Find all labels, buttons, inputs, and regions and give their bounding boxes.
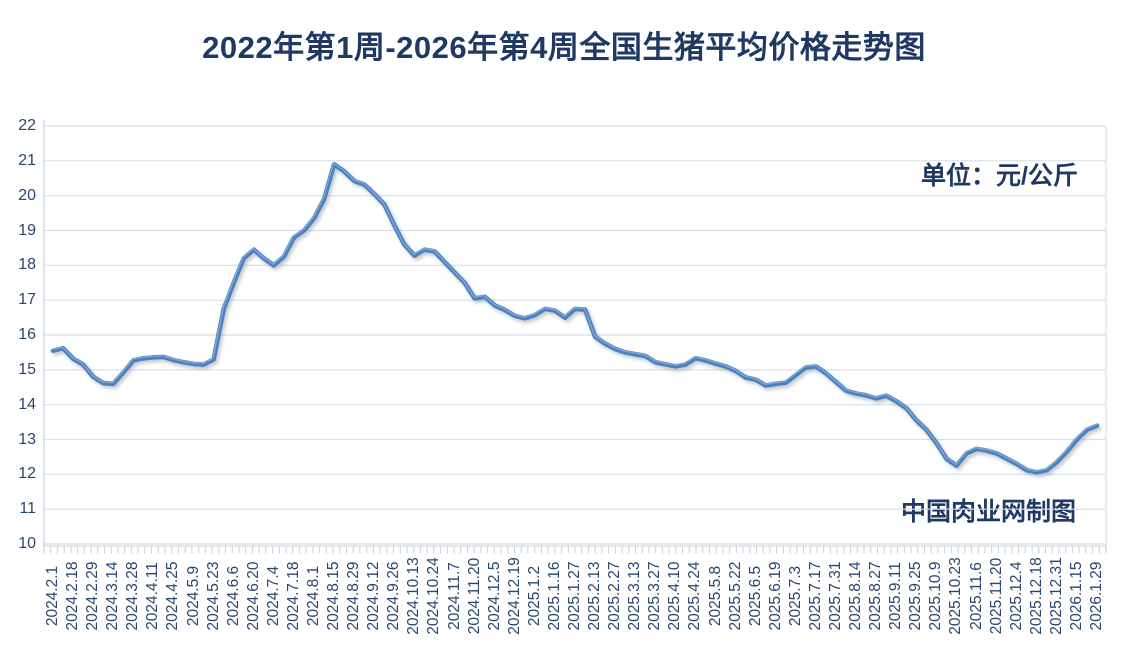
x-axis-label: 2025.1.2: [525, 565, 543, 627]
x-axis-label: 2024.7.18: [284, 561, 302, 631]
credit-label: 中国肉业网制图: [900, 498, 1076, 526]
x-axis-label: 2024.10.13: [405, 557, 423, 635]
x-axis-label: 2024.9.26: [385, 561, 403, 631]
y-axis-label: 22: [18, 117, 36, 134]
x-axis-label: 2024.6.20: [244, 561, 262, 631]
x-axis-label: 2025.10.23: [947, 557, 965, 635]
y-axis-label: 18: [18, 256, 36, 274]
x-axis-label: 2025.1.27: [566, 561, 583, 631]
y-axis-label: 21: [18, 151, 36, 169]
x-axis-label: 2024.3.14: [104, 561, 122, 631]
x-axis-label: 2024.4.11: [144, 562, 162, 630]
x-axis-label: 2024.7.4: [264, 565, 282, 627]
x-axis-label: 2025.3.27: [646, 561, 664, 631]
x-axis-label: 2024.2.29: [84, 561, 102, 631]
x-axis-label: 2024.10.24: [425, 557, 443, 635]
x-axis-label: 2025.12.4: [1007, 561, 1025, 631]
y-axis-label: 20: [18, 186, 36, 204]
x-axis-label: 2025.5.22: [726, 561, 744, 631]
x-axis-label: 2025.9.25: [907, 561, 925, 631]
x-axis-label: 2024.3.28: [124, 561, 142, 631]
x-axis-label: 2025.7.31: [827, 561, 844, 631]
y-axis-label: 19: [18, 221, 36, 239]
x-axis-label: 2025.11.6: [967, 562, 985, 630]
x-axis-label: 2024.11.20: [465, 557, 483, 635]
x-axis-label: 2024.11.7: [445, 562, 463, 630]
x-axis-label: 2024.2.18: [64, 561, 82, 631]
y-axis-label: 13: [18, 430, 36, 448]
x-axis-label: 2025.12.18: [1027, 557, 1045, 635]
x-axis-label: 2025.6.19: [766, 561, 784, 631]
y-axis-label: 11: [19, 500, 36, 518]
x-axis-label: 2024.6.6: [224, 565, 242, 627]
chart-title: 2022年第1周-2026年第4周全国生猪平均价格走势图: [202, 30, 926, 65]
x-axis-label: 2025.9.11: [887, 562, 905, 630]
x-axis-label: 2025.8.14: [847, 561, 865, 631]
y-axis-label: 15: [18, 360, 36, 378]
x-axis-label: 2024.8.1: [305, 565, 322, 627]
x-axis-label: 2024.4.25: [164, 561, 182, 631]
x-axis-label: 2026.1.29: [1088, 561, 1105, 631]
y-axis-label: 14: [18, 395, 36, 413]
x-axis-label: 2024.8.29: [345, 561, 363, 631]
x-axis-label: 2025.7.17: [806, 561, 824, 631]
x-axis-label: 2025.12.31: [1047, 557, 1065, 635]
x-axis-label: 2024.12.19: [505, 557, 523, 635]
x-axis-label: 2025.1.16: [545, 561, 563, 631]
x-axis-label: 2024.12.5: [485, 561, 503, 631]
x-axis-label: 2025.11.20: [987, 557, 1005, 635]
x-axis-label: 2025.3.13: [626, 561, 644, 631]
x-axis-label: 2025.6.5: [746, 565, 764, 627]
x-axis-label: 2025.4.24: [686, 561, 704, 631]
x-axis-label: 2025.5.8: [706, 565, 724, 627]
x-axis-label: 2024.8.15: [325, 561, 343, 631]
x-axis-label: 2026.1.15: [1067, 561, 1085, 631]
x-axis-label: 2025.7.3: [786, 565, 804, 627]
y-axis-label: 16: [18, 326, 36, 343]
x-axis-label: 2025.4.10: [666, 561, 684, 631]
y-axis-label: 17: [18, 291, 36, 309]
y-axis-label: 12: [18, 465, 36, 483]
price-line: [50, 162, 1100, 475]
x-axis-label: 2025.10.9: [927, 561, 945, 631]
unit-label: 单位：元/公斤: [921, 162, 1078, 190]
x-axis-label: 2024.9.12: [365, 561, 383, 631]
x-axis-label: 2025.2.13: [586, 561, 604, 631]
x-axis-label: 2024.5.23: [204, 561, 222, 631]
x-axis-label: 2024.5.9: [184, 565, 202, 627]
price-line-highlight: [51, 162, 1098, 472]
x-axis-label: 2025.2.27: [606, 561, 624, 631]
x-axis-label: 2024.2.1: [44, 565, 61, 627]
y-axis-label: 10: [18, 535, 36, 552]
x-axis-label: 2025.8.27: [867, 561, 885, 631]
